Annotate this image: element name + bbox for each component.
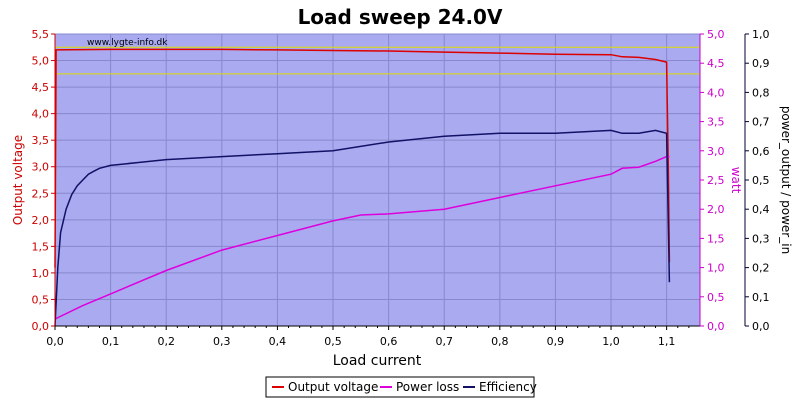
y-watt-tick-label: 3,5 [707,116,725,129]
x-tick-label: 0,0 [46,335,64,348]
y-efficiency-tick-label: 0,1 [752,291,770,304]
y-efficiency-tick-label: 0,8 [752,86,770,99]
y-left-tick-label: 3,0 [32,161,50,174]
x-tick-label: 0,9 [547,335,565,348]
y-efficiency-tick-label: 0,6 [752,145,770,158]
legend-label-efficiency: Efficiency [479,380,537,394]
y-left-tick-label: 1,0 [32,267,50,280]
legend-label-output-voltage: Output voltage [288,380,378,394]
x-tick-label: 0,4 [269,335,287,348]
y-left-tick-label: 4,5 [32,81,50,94]
y-left-tick-label: 0,0 [32,320,50,333]
plot-background [55,34,700,326]
y-left-tick-label: 3,5 [32,134,50,147]
y-left-tick-label: 2,5 [32,187,50,200]
y-watt-tick-label: 4,0 [707,86,725,99]
y-axis-label-left: Output voltage [11,135,25,225]
x-axis-label: Load current [333,353,422,369]
x-tick-label: 0,1 [102,335,120,348]
y-axis-label-watt: watt [729,167,743,194]
y-left-tick-label: 0,5 [32,293,50,306]
plot-area [54,33,700,327]
x-tick-label: 0,5 [324,335,342,348]
y-watt-tick-label: 2,5 [707,174,725,187]
x-tick-label: 0,7 [435,335,453,348]
y-left-tick-label: 5,5 [32,28,50,41]
legend-label-power-loss: Power loss [396,380,459,394]
x-tick-label: 1,1 [658,335,676,348]
series-line-output-voltage [54,48,671,268]
x-tick-label: 0,6 [380,335,398,348]
y-left-tick-label: 5,0 [32,55,50,68]
y-efficiency-tick-label: 0,4 [752,203,770,216]
y-efficiency-tick-label: 0,9 [752,57,770,70]
y-axis-label-efficiency: power_output / power_in [779,106,793,254]
chart-title: Load sweep 24.0V [298,5,503,29]
x-tick-label: 0,8 [491,335,509,348]
y-efficiency-tick-label: 0,7 [752,116,770,129]
x-tick-label: 0,2 [157,335,175,348]
y-watt-tick-label: 0,5 [707,291,725,304]
series-line-efficiency [54,129,671,327]
x-tick-label: 1,0 [602,335,620,348]
y-watt-tick-label: 4,5 [707,57,725,70]
y-left-tick-label: 1,5 [32,240,50,253]
y-left-tick-label: 4,0 [32,108,50,121]
y-efficiency-tick-label: 1,0 [752,28,770,41]
y-efficiency-tick-label: 0,0 [752,320,770,333]
series-line-power-loss [54,155,670,320]
y-watt-tick-label: 0,0 [707,320,725,333]
legend: Output voltage Power loss Efficiency [265,376,537,398]
y-left-tick-label: 2,0 [32,214,50,227]
y-watt-tick-label: 1,5 [707,232,725,245]
y-watt-tick-label: 5,0 [707,28,725,41]
y-efficiency-tick-label: 0,3 [752,232,770,245]
x-tick-label: 0,3 [213,335,231,348]
y-watt-tick-label: 3,0 [707,145,725,158]
legend-box [265,376,535,398]
y-efficiency-tick-label: 0,5 [752,174,770,187]
y-efficiency-tick-label: 0,2 [752,262,770,275]
y-watt-tick-label: 2,0 [707,203,725,216]
y-watt-tick-label: 1,0 [707,262,725,275]
axes: 0,0 0,1 0,2 0,3 0,4 0,5 0,6 0,7 0,8 0,9 1,0 1,1 0,0 0… [32,28,770,348]
watermark: www.lygte-info.dk [87,38,168,48]
